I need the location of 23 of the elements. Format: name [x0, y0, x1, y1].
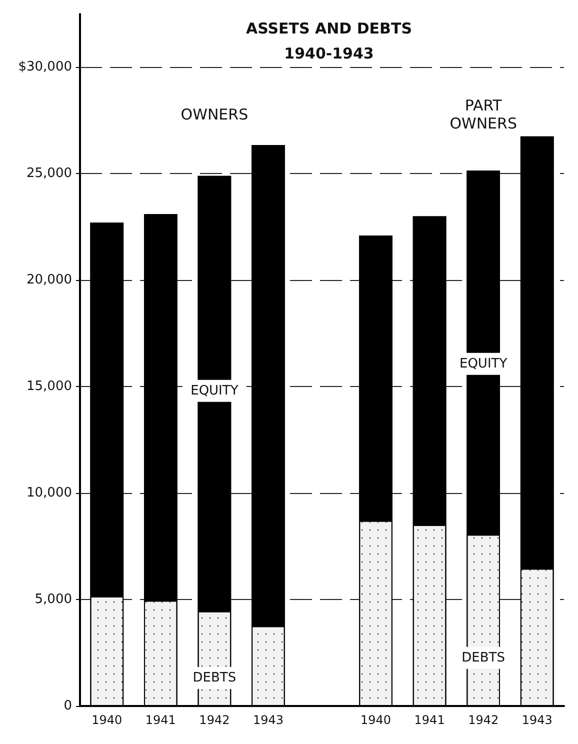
annotation: OWNERS [180, 105, 248, 124]
y-tick-label: 5,000 [34, 592, 72, 608]
x-tick-label: 1943 [522, 713, 552, 727]
series-label: DEBTS [192, 670, 236, 686]
text: DEBTS [462, 650, 506, 666]
y-tick-label: 25,000 [26, 166, 72, 182]
x-tick-label: 1941 [145, 713, 176, 727]
x-tick-label: 1940 [92, 713, 122, 727]
y-tick-label: 0 [64, 698, 72, 714]
y-tick-label: 15,000 [26, 379, 72, 394]
text: EQUITY [190, 383, 238, 398]
x-tick-label: 1941 [414, 713, 445, 727]
series-label: EQUITY [459, 356, 508, 372]
y-tick-label: 10,000 [26, 486, 72, 501]
x-tick-label: 1940 [360, 713, 392, 727]
x-tick-label: 1942 [468, 713, 499, 727]
y-tick-label: 20,000 [26, 272, 72, 288]
annotation: PART OWNERS [450, 96, 517, 132]
text: 1940-1943 [284, 44, 374, 62]
x-tick-label: 1943 [252, 713, 284, 727]
chart-title: ASSETS AND DEBTS [246, 20, 412, 38]
y-tick-label: $30,000 [18, 60, 72, 75]
x-tick-label: 1942 [199, 713, 230, 727]
